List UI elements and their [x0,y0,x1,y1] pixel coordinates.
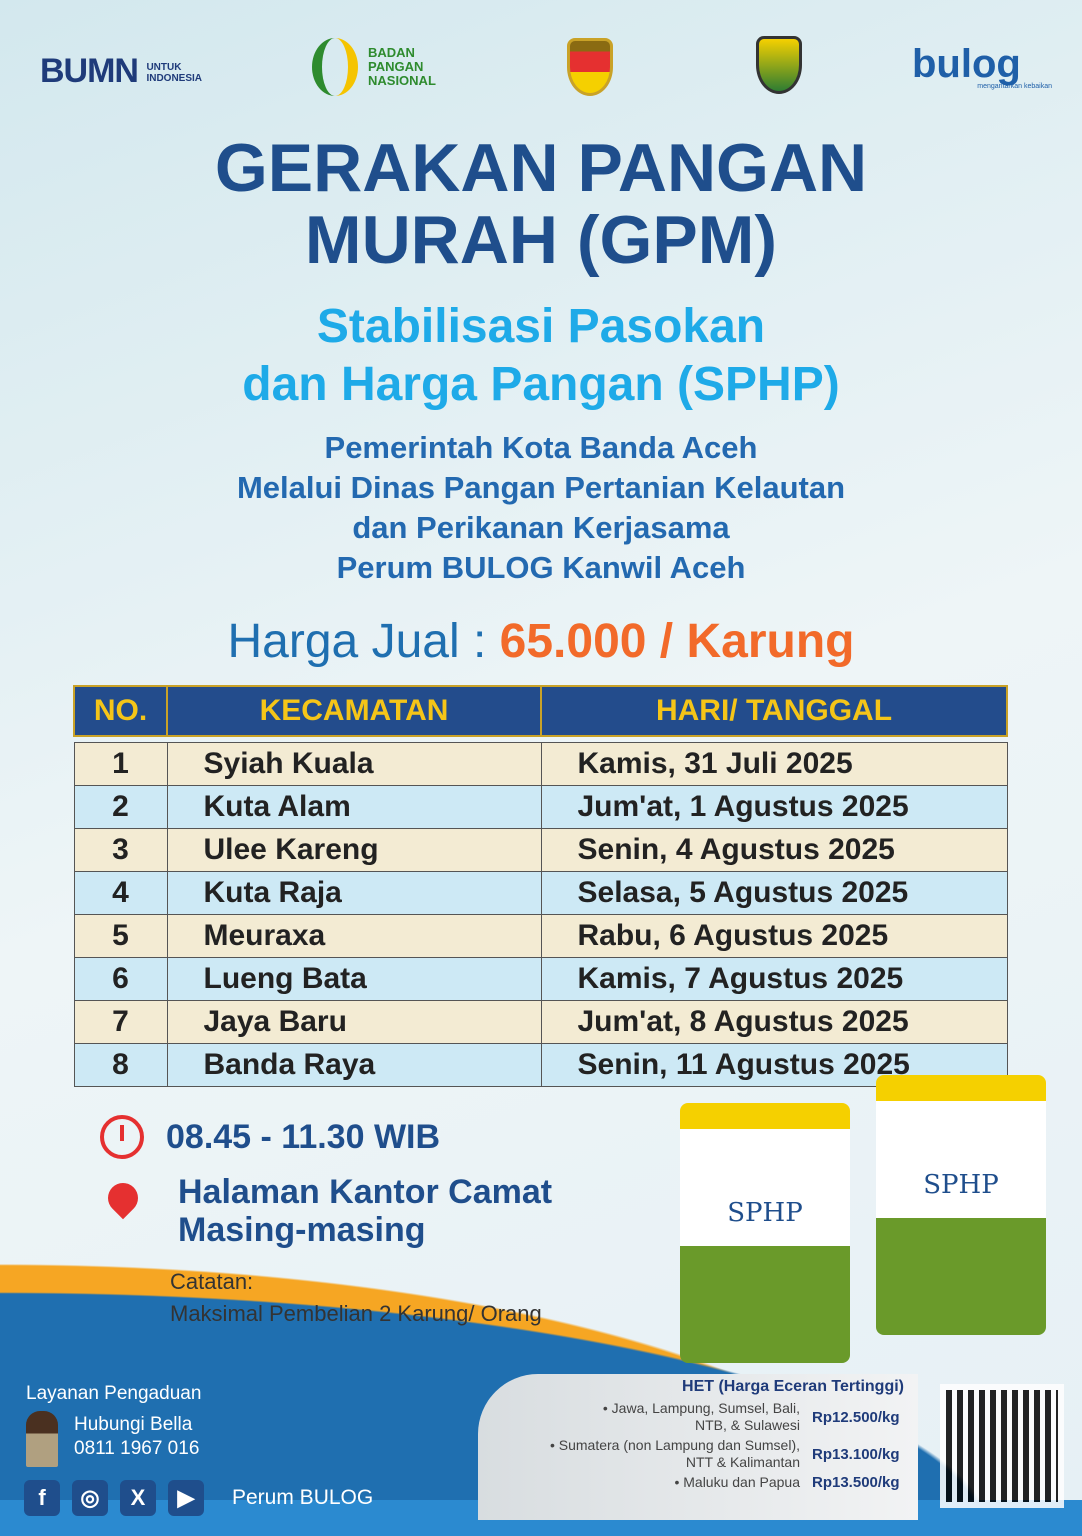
cell-date: Selasa, 5 Agustus 2025 [540,870,1008,915]
clock-icon [100,1115,144,1159]
youtube-icon[interactable]: ▶ [168,1480,204,1516]
selling-price: Harga Jual : 65.000 / Karung [227,615,855,668]
cell-date: Jum'at, 1 Agustus 2025 [540,784,1008,829]
cell-no: 3 [73,827,168,872]
cell-date: Rabu, 6 Agustus 2025 [540,913,1008,958]
event-info: 08.45 - 11.30 WIB Halaman Kantor Camat Ma… [100,1115,552,1249]
sphp-rice-bag: SPHP [680,1103,850,1363]
het-row: • Sumatera (non Lampung dan Sumsel), NTT … [549,1437,900,1470]
schedule-table: NO. KECAMATAN HARI/ TANGGAL 1 Syiah Kuala Ka… [73,685,1008,1087]
cell-kecamatan: Kuta Alam [166,784,542,829]
qr-code[interactable] [940,1384,1064,1508]
logo-bar: BUMN UNTUK INDONESIA BADAN PANGAN NASION… [0,30,1082,110]
cell-no: 8 [73,1042,168,1087]
cell-date: Jum'at, 8 Agustus 2025 [540,999,1008,1044]
cell-date: Senin, 11 Agustus 2025 [540,1042,1008,1087]
banda-aceh-emblem [756,36,802,94]
social-handle: Perum BULOG [232,1486,374,1509]
cell-kecamatan: Kuta Raja [166,870,542,915]
cell-date: Kamis, 7 Agustus 2025 [540,956,1008,1001]
table-row: 6 Lueng Bata Kamis, 7 Agustus 2025 [73,956,1008,1001]
cell-no: 5 [73,913,168,958]
cell-kecamatan: Banda Raya [166,1042,542,1087]
cell-no: 7 [73,999,168,1044]
cell-kecamatan: Syiah Kuala [166,741,542,786]
event-location: Halaman Kantor Camat Masing-masing [178,1173,553,1249]
het-row: • Maluku dan Papua Rp13.500/kg [674,1474,900,1491]
cell-no: 2 [73,784,168,829]
cell-kecamatan: Lueng Bata [166,956,542,1001]
page-title: GERAKAN PANGAN MURAH (GPM) [214,130,868,278]
contact-heading: Layanan Pengaduan [26,1383,202,1404]
location-pin-icon [101,1176,145,1220]
table-row: 7 Jaya Baru Jum'at, 8 Agustus 2025 [73,999,1008,1044]
bulog-logo: bulog mengantarkan kebaikan [912,42,1052,90]
cell-no: 6 [73,956,168,1001]
satgas-pangan-logo [567,38,613,96]
instagram-icon[interactable]: ◎ [72,1480,108,1516]
rice-bags-image: SPHP SPHP [680,1075,1060,1365]
table-row: 2 Kuta Alam Jum'at, 1 Agustus 2025 [73,784,1008,829]
table-row: 1 Syiah Kuala Kamis, 31 Juli 2025 [73,741,1008,786]
table-row: 4 Kuta Raja Selasa, 5 Agustus 2025 [73,870,1008,915]
contact-phone[interactable]: 0811 1967 016 [74,1438,200,1459]
col-kecamatan: KECAMATAN [166,685,542,737]
col-no: NO. [73,685,168,737]
table-row: 5 Meuraxa Rabu, 6 Agustus 2025 [73,913,1008,958]
cell-date: Kamis, 31 Juli 2025 [540,741,1008,786]
cell-no: 1 [73,741,168,786]
social-links: f ◎ X ▶ Perum BULOG [24,1480,373,1516]
het-row: • Jawa, Lampung, Sumsel, Bali, NTB, & Sul… [602,1400,900,1433]
het-panel: HET (Harga Eceran Tertinggi) • Jawa, Lam… [478,1374,918,1520]
organizer-text: Pemerintah Kota Banda Aceh Melalui Dinas … [236,430,846,585]
event-time: 08.45 - 11.30 WIB [166,1117,441,1156]
bumn-logo: BUMN UNTUK INDONESIA [40,52,202,90]
note: Catatan: Maksimal Pembelian 2 Karung/ Ora… [170,1269,542,1326]
col-date: HARI/ TANGGAL [540,685,1008,737]
cell-kecamatan: Jaya Baru [166,999,542,1044]
facebook-icon[interactable]: f [24,1480,60,1516]
avatar [26,1411,58,1467]
sphp-rice-bag: SPHP [876,1075,1046,1335]
cell-kecamatan: Meuraxa [166,913,542,958]
cell-date: Senin, 4 Agustus 2025 [540,827,1008,872]
badan-pangan-nasional-logo: BADAN PANGAN NASIONAL [312,38,448,96]
contact-name: Hubungi Bella [74,1414,193,1435]
x-icon[interactable]: X [120,1480,156,1516]
complaint-service: Layanan Pengaduan Hubungi Bella 0811 1967… [26,1383,286,1473]
het-title: HET (Harga Eceran Tertinggi) [682,1378,904,1395]
table-row: 8 Banda Raya Senin, 11 Agustus 2025 [73,1042,1008,1087]
cell-kecamatan: Ulee Kareng [166,827,542,872]
subtitle: Stabilisasi Pasokan dan Harga Pangan (SPH… [242,300,840,411]
table-row: 3 Ulee Kareng Senin, 4 Agustus 2025 [73,827,1008,872]
cell-no: 4 [73,870,168,915]
